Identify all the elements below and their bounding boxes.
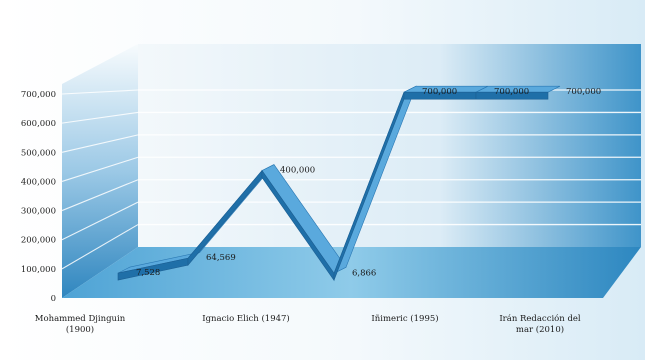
- gridline-side: [61, 89, 139, 95]
- data-label: 6,866: [352, 268, 376, 278]
- gridline-side: [61, 224, 139, 270]
- y-tick-label: 300,000: [21, 207, 56, 217]
- gridline-side: [61, 134, 139, 153]
- data-label: 7,528: [136, 268, 160, 278]
- x-tick-label: Mohammed Djinguin: [35, 314, 126, 324]
- y-axis: 0 100,000 200,000 300,000 400,000 500,000 600,…: [21, 90, 56, 304]
- y-tick-label: 400,000: [21, 177, 56, 187]
- y-tick-label: 500,000: [21, 148, 56, 158]
- y-tick-label: 0: [51, 294, 56, 304]
- side-wall: [62, 44, 138, 298]
- x-tick-label: Irán Redacción del: [499, 313, 581, 324]
- x-axis: Mohammed Djinguin(1900) Ignacio Elich (19…: [35, 313, 581, 335]
- y-tick-label: 600,000: [21, 119, 56, 129]
- ribbon-segment-front: [475, 91, 549, 100]
- chart-walls: [62, 44, 641, 298]
- x-tick-label: Ignacio Elich (1947): [202, 313, 289, 324]
- y-tick-label: 200,000: [21, 236, 56, 246]
- data-label: 700,000: [566, 87, 601, 97]
- x-tick-label: (1900): [66, 324, 94, 335]
- gridline-side: [61, 201, 139, 241]
- y-tick-label: 700,000: [21, 90, 56, 100]
- data-labels: 7,528 64,569 400,000 6,866 700,000 700,000 700…: [136, 87, 601, 278]
- floor: [62, 247, 641, 298]
- data-label: 700,000: [422, 87, 457, 97]
- data-label: 700,000: [494, 87, 529, 97]
- gridline-side: [61, 156, 139, 182]
- gridline-side: [61, 111, 139, 124]
- data-label: 400,000: [280, 166, 315, 176]
- data-ribbon: [117, 85, 561, 282]
- y-tick-label: 100,000: [21, 265, 56, 275]
- data-label: 64,569: [206, 253, 236, 263]
- x-tick-label: mar (2010): [516, 324, 564, 335]
- gridline-side: [61, 179, 139, 212]
- x-tick-label: Iñimeric (1995): [371, 313, 438, 324]
